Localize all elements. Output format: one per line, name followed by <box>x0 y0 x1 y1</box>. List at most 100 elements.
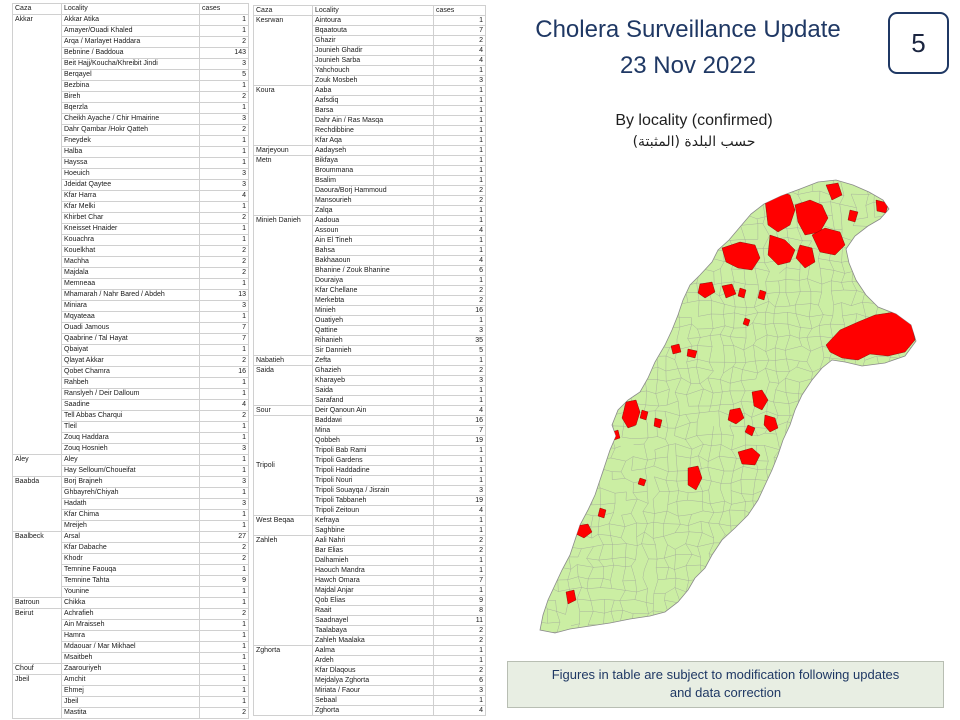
cases-cell: 1 <box>199 663 249 675</box>
locality-cell: Qlayat Akkar <box>61 355 200 367</box>
cases-cell: 1 <box>433 455 486 466</box>
table-row: Zouq Haddara 1 <box>13 432 249 444</box>
cases-cell: 2 <box>199 542 249 554</box>
caza-cell: Tripoli <box>253 415 313 516</box>
locality-cell: Ranslyeh / Deir Dalloum <box>61 388 200 400</box>
cases-cell: 1 <box>433 275 486 286</box>
table-row: Batroun Chikka 1 <box>12 597 249 609</box>
locality-cell: Aalma <box>312 645 434 656</box>
locality-cell: Yahchouch <box>312 65 434 76</box>
locality-cell: Raait <box>312 605 434 616</box>
caza-cell: Batroun <box>12 597 62 609</box>
locality-cell: Zghorta <box>312 705 434 716</box>
cases-cell: 2 <box>199 91 249 103</box>
locality-cell: Rihanieh <box>312 335 434 346</box>
caza-cell: Metn <box>253 155 313 216</box>
table-row: Baalbeck Arsal 27 <box>12 531 249 598</box>
table-header-row: Caza Locality cases <box>253 5 486 16</box>
locality-cell: Bikfaya <box>312 155 434 166</box>
footnote-box: Figures in table are subject to modifica… <box>507 661 944 708</box>
locality-cell: Mastita <box>61 707 200 719</box>
table-row: Bezbina 1 <box>13 80 249 92</box>
cases-cell: 1 <box>199 421 249 433</box>
cases-cell: 9 <box>433 595 486 606</box>
cases-cell: 2 <box>433 665 486 676</box>
locality-cell: Hamra <box>61 630 200 642</box>
cases-cell: 1 <box>433 115 486 126</box>
table-row: Fneydek 1 <box>13 135 249 147</box>
affected-locality <box>742 317 751 327</box>
table-row: Beirut Achrafieh 2 <box>12 608 249 664</box>
cases-cell: 3 <box>199 168 249 180</box>
cases-cell: 3 <box>199 113 249 125</box>
cases-cell: 3 <box>199 58 249 70</box>
cases-cell: 1 <box>433 245 486 256</box>
affected-locality <box>794 199 829 236</box>
locality-cell: Majdal Anjar <box>312 585 434 596</box>
locality-cell: Majdala <box>61 267 200 279</box>
cases-cell: 1 <box>433 235 486 246</box>
affected-locality <box>744 424 756 437</box>
locality-cell: Arsal <box>61 531 200 543</box>
locality-cell: Mina <box>312 425 434 436</box>
page-number-badge: 5 <box>888 12 949 74</box>
affected-locality <box>767 234 796 266</box>
locality-cell: Bqerzla <box>61 102 200 114</box>
cases-cell: 1 <box>199 377 249 389</box>
footnote-line: Figures in table are subject to modifica… <box>551 667 900 682</box>
cases-cell: 3 <box>199 498 249 510</box>
locality-cell: Qbaiyat <box>61 344 200 356</box>
locality-cell: Haouch Mandra <box>312 565 434 576</box>
locality-cell: Zouq Haddara <box>61 432 200 444</box>
cases-cell: 2 <box>199 212 249 224</box>
locality-cell: Kfar Harra <box>61 190 200 202</box>
cases-cell: 2 <box>199 608 249 620</box>
affected-locality <box>795 244 816 269</box>
locality-cell: Assoun <box>312 225 434 236</box>
cases-cell: 2 <box>199 707 249 719</box>
cases-cell: 1 <box>199 278 249 290</box>
affected-locality <box>727 407 745 425</box>
cases-cell: 16 <box>199 366 249 378</box>
table-row: Msaitbeh 1 <box>13 652 249 664</box>
locality-cell: Tripoli Souayqa / Jisrain <box>312 485 434 496</box>
locality-cell: Tripoli Bab Rami <box>312 445 434 456</box>
cases-cell: 7 <box>199 322 249 334</box>
locality-cell: Deir Qanoun Ain <box>312 405 434 416</box>
locality-cell: Dalhamieh <box>312 555 434 566</box>
locality-cell: Zouk Mosbeh <box>312 75 434 86</box>
cases-cell: 5 <box>433 345 486 356</box>
locality-cell: Saadine <box>61 399 200 411</box>
locality-cell: Baddawi <box>312 415 434 426</box>
affected-localities <box>565 182 916 605</box>
cases-cell: 1 <box>433 85 486 96</box>
locality-cell: Tripoli Haddadine <box>312 465 434 476</box>
page-number: 5 <box>911 28 926 58</box>
locality-cell: Qattine <box>312 325 434 336</box>
cases-cell: 1 <box>199 465 249 477</box>
locality-cell: Aadoua <box>312 215 434 226</box>
locality-cell: Broummana <box>312 165 434 176</box>
locality-cell: Younine <box>61 586 200 598</box>
cases-cell: 1 <box>199 487 249 499</box>
locality-cell: Akkar Atika <box>61 14 200 26</box>
cases-cell: 2 <box>199 36 249 48</box>
locality-cell: Zefta <box>312 355 434 366</box>
header-caza: Caza <box>12 3 62 15</box>
affected-locality <box>686 348 698 359</box>
locality-cell: Aaba <box>312 85 434 96</box>
locality-cell: Ghbayreh/Chiyah <box>61 487 200 499</box>
caza-cell: Beirut <box>12 608 62 664</box>
affected-locality <box>875 199 889 214</box>
header-caza: Caza <box>253 5 313 16</box>
locality-cell: Rahbeh <box>61 377 200 389</box>
locality-cell: Bsalim <box>312 175 434 186</box>
table-row: Ouadi Jamous 7 <box>13 322 249 334</box>
cases-cell: 1 <box>433 645 486 656</box>
affected-locality <box>697 281 716 299</box>
cases-cell: 1 <box>433 165 486 176</box>
locality-cell: Qaabrine / Tal Hayat <box>61 333 200 345</box>
cases-cell: 1 <box>199 619 249 631</box>
table-row: Ain Mraisseh 1 <box>13 619 249 631</box>
affected-locality <box>825 182 843 201</box>
